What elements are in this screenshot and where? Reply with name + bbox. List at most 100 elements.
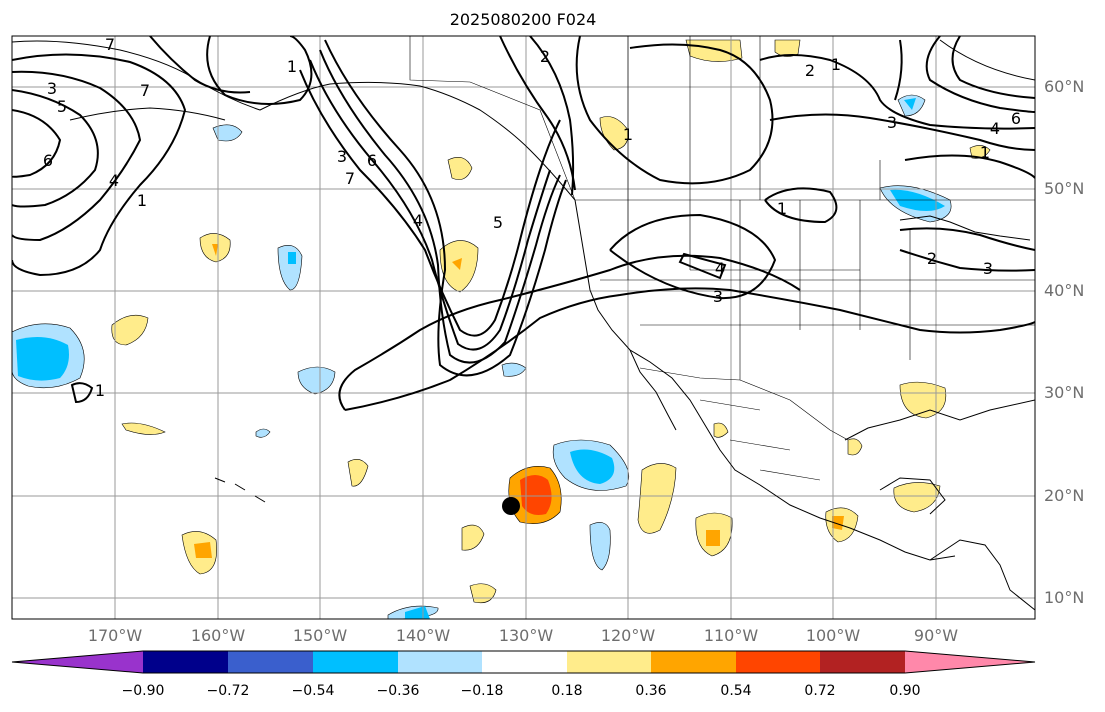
lat-label-50n: 50°N xyxy=(1044,179,1085,198)
contour-label: 1 xyxy=(623,125,633,144)
lon-label-160w: 160°W xyxy=(190,626,246,645)
colorbar-segment xyxy=(228,651,313,673)
anomaly-fill-layer xyxy=(12,39,991,619)
contour-label: 7 xyxy=(345,169,355,188)
anomaly-blob-w-pacific-core xyxy=(16,336,69,381)
colorbar xyxy=(11,650,1036,674)
anomaly-blob xyxy=(969,145,991,159)
colorbar-tick-label: −0.18 xyxy=(460,683,504,699)
contour-label: 3 xyxy=(337,147,347,166)
colorbar-tick-label: −0.72 xyxy=(206,683,250,699)
contour-line xyxy=(149,36,251,94)
lon-label-140w: 140°W xyxy=(395,626,451,645)
contour-line xyxy=(678,252,727,280)
contour-line xyxy=(309,59,551,351)
us-mexico-border xyxy=(639,367,849,441)
lat-label-20n: 20°N xyxy=(1044,486,1085,505)
colorbar-extend-low xyxy=(12,651,143,673)
anomaly-blob xyxy=(893,482,941,513)
anomaly-blob xyxy=(461,524,485,551)
contour-line xyxy=(609,213,777,300)
anomaly-blob xyxy=(121,422,166,435)
contour-line xyxy=(12,109,62,178)
anomaly-blob xyxy=(297,366,336,395)
contour-label: 2 xyxy=(540,47,550,66)
anomaly-blob xyxy=(447,157,473,180)
contour-line xyxy=(344,287,1035,411)
contour-label: 3 xyxy=(47,79,57,98)
contour-line xyxy=(925,36,1035,113)
anomaly-blob xyxy=(288,252,296,264)
hawaii-islands xyxy=(214,477,266,503)
contour-label: 6 xyxy=(1011,109,1021,128)
anomaly-blob xyxy=(589,522,611,571)
lat-label-60n: 60°N xyxy=(1044,77,1085,96)
contour-line xyxy=(499,36,576,191)
anomaly-blob xyxy=(212,244,218,256)
colorbar-extend-high xyxy=(905,651,1035,673)
contour-label: 2 xyxy=(927,249,937,268)
contour-line xyxy=(319,49,561,364)
colorbar-tick-label: 0.72 xyxy=(804,683,836,699)
lon-label-170w: 170°W xyxy=(87,626,143,645)
contour-line xyxy=(899,227,1035,251)
contour-label: 3 xyxy=(713,287,723,306)
anomaly-blob xyxy=(706,530,720,546)
west-coast xyxy=(574,199,956,561)
colorbar-segment xyxy=(482,651,567,673)
contour-label-layer: 3 5 6 7 4 1 7 1 3 6 7 4 5 2 1 2 1 3 6 4 … xyxy=(43,35,1021,400)
contour-label: 5 xyxy=(57,97,67,116)
colorbar-tick-label: 0.54 xyxy=(720,683,752,699)
anomaly-blob xyxy=(832,516,844,530)
lon-label-110w: 110°W xyxy=(703,626,759,645)
contour-label: 1 xyxy=(777,199,787,218)
hudson-bay xyxy=(939,39,1035,81)
contour-line xyxy=(769,113,1035,151)
colorbar-segment xyxy=(313,651,398,673)
anomaly-blob xyxy=(904,98,916,110)
map-frame xyxy=(11,35,1036,620)
lon-label-120w: 120°W xyxy=(600,626,656,645)
contour-line xyxy=(951,36,1035,99)
anomaly-blob xyxy=(405,606,430,619)
storm-center-marker xyxy=(502,497,520,515)
anomaly-blob xyxy=(637,463,677,534)
colorbar-tick-label: −0.54 xyxy=(291,683,335,699)
map-background xyxy=(12,36,1035,619)
anomaly-blob xyxy=(713,422,729,438)
province-lines xyxy=(627,36,881,200)
contour-label: 1 xyxy=(287,57,297,76)
contour-line xyxy=(12,70,142,242)
coastline-layer xyxy=(12,39,1035,611)
lat-label-40n: 40°N xyxy=(1044,281,1085,300)
colorbar-tick-label: 0.36 xyxy=(635,683,667,699)
contour-line xyxy=(764,187,838,224)
contour-label: 1 xyxy=(95,381,105,400)
anomaly-blob xyxy=(899,381,947,419)
contour-line xyxy=(206,36,313,105)
anomaly-blob xyxy=(255,428,271,438)
contour-line xyxy=(759,54,1035,130)
contour-label: 2 xyxy=(805,61,815,80)
contour-label: 4 xyxy=(413,211,423,230)
contour-line xyxy=(12,89,99,208)
lon-label-130w: 130°W xyxy=(498,626,554,645)
alaska-coast xyxy=(12,40,576,201)
lat-label-30n: 30°N xyxy=(1044,383,1085,402)
yucatan-coast xyxy=(879,477,946,515)
gulf-coast xyxy=(844,399,1035,441)
contour-layer xyxy=(12,36,1035,411)
lon-label-90w: 90°W xyxy=(913,626,959,645)
anomaly-blob xyxy=(452,258,462,270)
contour-label: 7 xyxy=(140,81,150,100)
contour-label: 4 xyxy=(715,259,725,278)
contour-line xyxy=(324,39,567,377)
colorbar-tick-label: −0.90 xyxy=(121,683,165,699)
aleutian-chain xyxy=(69,107,226,121)
colorbar-outline xyxy=(11,650,1036,674)
contour-line xyxy=(338,254,801,411)
contour-label: 6 xyxy=(367,151,377,170)
lat-label-10n: 10°N xyxy=(1044,588,1085,607)
contour-label: 3 xyxy=(887,113,897,132)
